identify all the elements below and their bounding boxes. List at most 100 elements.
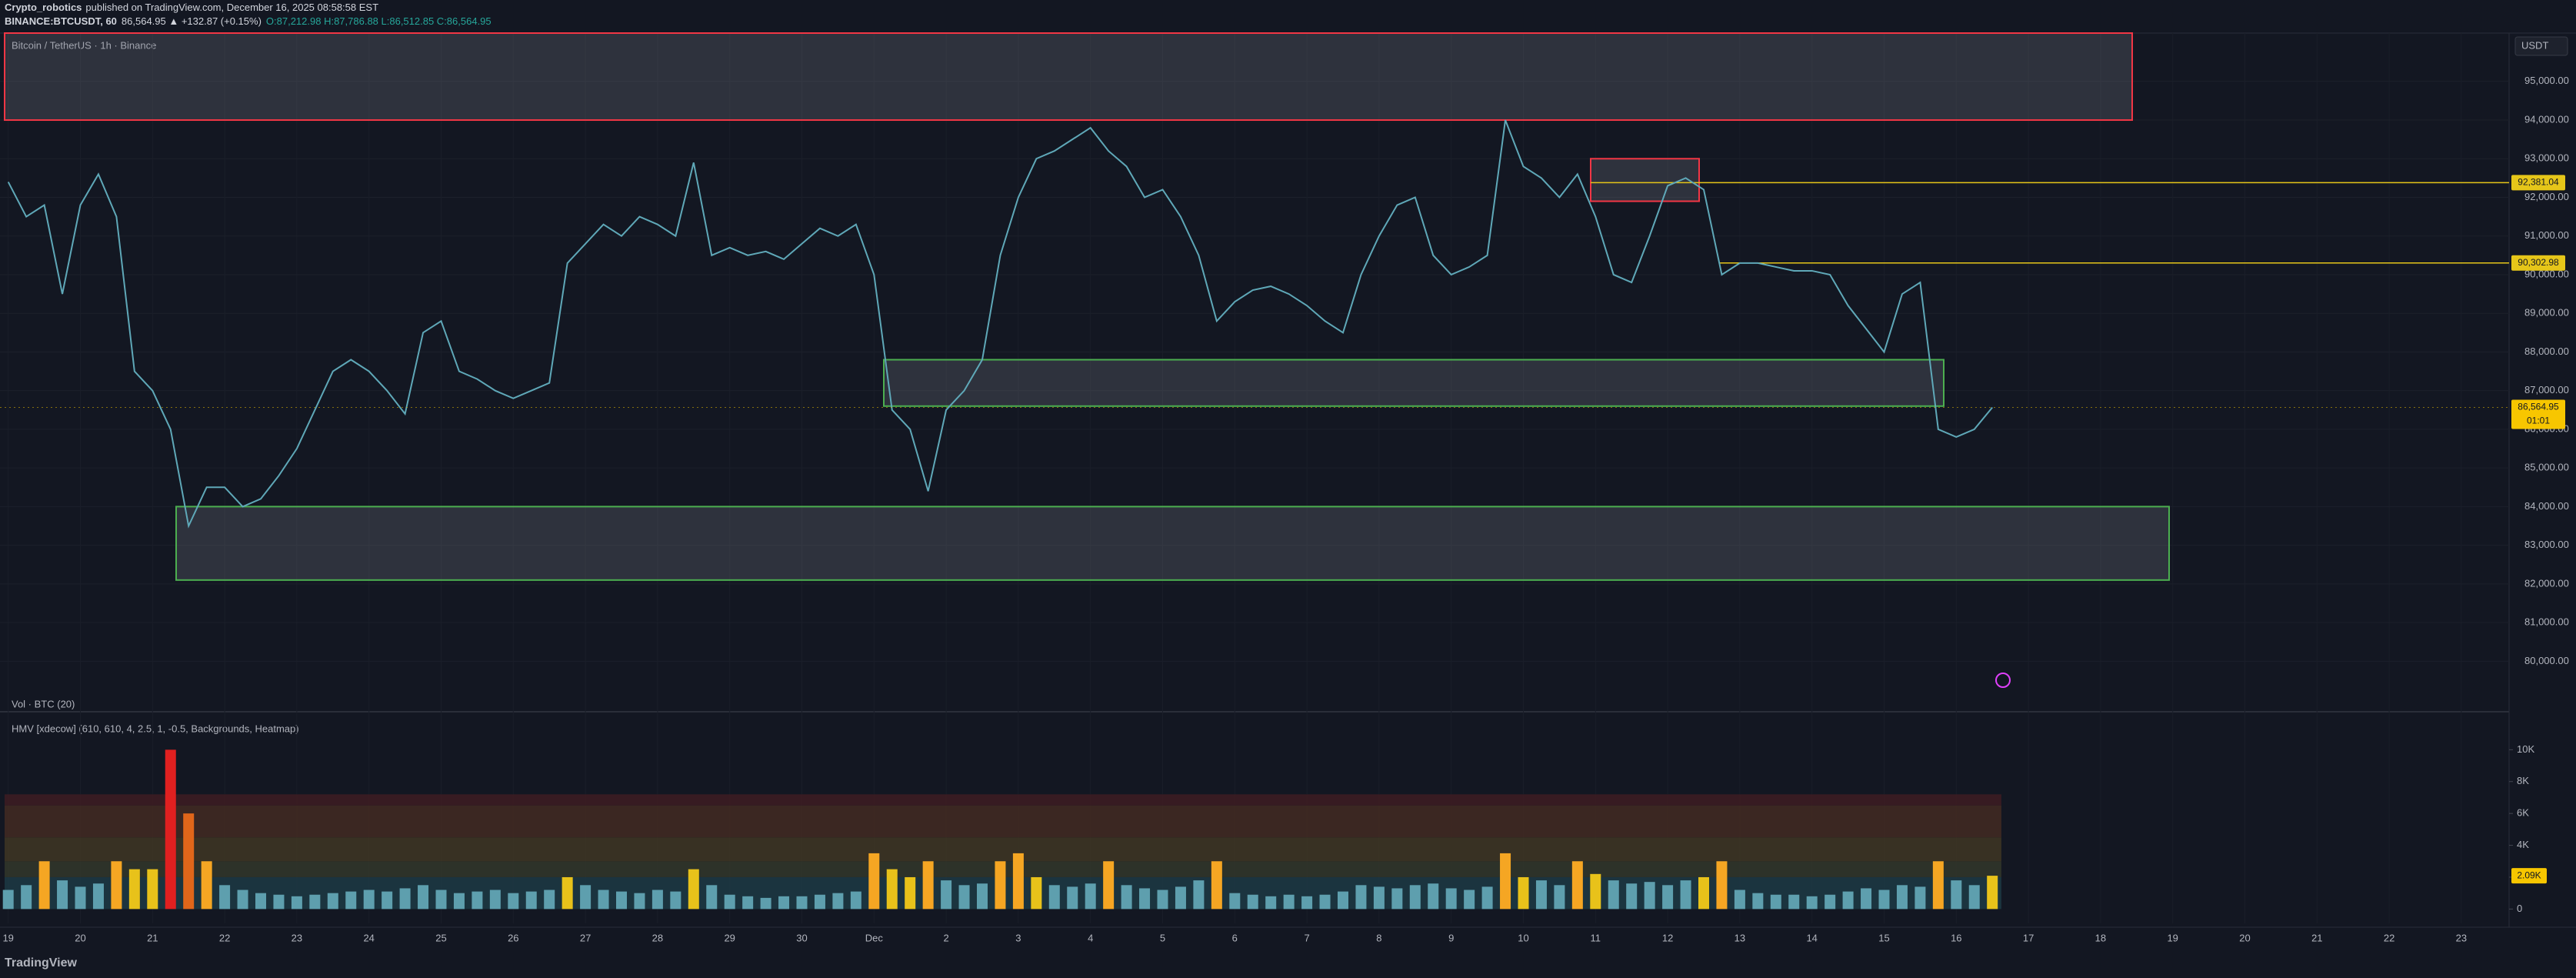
change: 86,564.95 ▲ +132.87 (+0.15%) [122, 15, 262, 27]
volume-bar [1012, 853, 1024, 910]
y-tick-label: 90,000.00 [2524, 268, 2569, 279]
volume-bar [508, 893, 519, 910]
volume-bar [1806, 896, 1818, 910]
countdown: 01:01 [2527, 416, 2550, 426]
volume-bar [544, 890, 555, 910]
currency-button[interactable] [2514, 36, 2568, 56]
header-line-2: BINANCE:BTCUSDT, 60 86,564.95 ▲ +132.87 (… [5, 15, 492, 27]
pane-title: Bitcoin / TetherUS · 1h · Binance [12, 39, 156, 51]
x-tick-label: 29 [724, 932, 735, 943]
volume-bar [165, 749, 176, 910]
x-tick-label: 30 [796, 932, 807, 943]
y-tick-label: 10K [2517, 743, 2534, 755]
volume-bar [472, 891, 483, 910]
y-tick-label: 89,000.00 [2524, 307, 2569, 319]
heatmap-band [5, 805, 2001, 838]
volume-bar [958, 885, 970, 910]
x-tick-label: 2 [943, 932, 948, 943]
y-tick-label: 4K [2517, 839, 2529, 850]
x-tick-label: 11 [1591, 932, 1601, 943]
y-tick-label: 0 [2517, 903, 2522, 914]
volume-bar [1518, 876, 1529, 910]
x-tick-label: 22 [219, 932, 230, 943]
publisher: Crypto_robotics [5, 2, 82, 13]
heatmap-band [5, 837, 2001, 862]
volume-bar [1031, 876, 1042, 910]
volume-bar [1662, 885, 1674, 910]
x-tick-label: 18 [2095, 932, 2106, 943]
volume-bar [1247, 894, 1258, 910]
volume-bar [57, 880, 68, 910]
volume-bar [363, 890, 375, 910]
volume-bar [1698, 876, 1709, 910]
heatmap-band [5, 794, 2001, 806]
y-tick-label: 85,000.00 [2524, 462, 2569, 473]
x-tick-label: 21 [2311, 932, 2322, 943]
ohlc: O:87,212.98 H:87,786.88 L:86,512.85 C:86… [266, 15, 492, 27]
symbol: BINANCE:BTCUSDT, 60 [5, 15, 117, 27]
x-tick-label: 13 [1735, 932, 1745, 943]
volume-bar [651, 890, 663, 910]
y-tick-label: 94,000.00 [2524, 113, 2569, 125]
level-tag [2511, 255, 2565, 271]
x-tick-label: 8 [1376, 932, 1381, 943]
volume-bar [1445, 888, 1457, 910]
level-label: 92,381.04 [2518, 177, 2559, 188]
y-tick-label: 92,000.00 [2524, 191, 2569, 202]
y-tick-label: 83,000.00 [2524, 539, 2569, 550]
volume-bar [291, 896, 302, 910]
volume-bar [1481, 886, 1493, 910]
volume-bar [147, 869, 158, 910]
volume-bar [1500, 853, 1511, 910]
volume-bar [1428, 883, 1439, 910]
x-tick-label: 5 [1160, 932, 1165, 943]
y-tick-label: 80,000.00 [2524, 655, 2569, 666]
y-tick-label: 91,000.00 [2524, 229, 2569, 241]
volume-bar [941, 880, 952, 910]
volume-bar [1338, 891, 1348, 910]
x-tick-label: 9 [1448, 932, 1454, 943]
last-price-tag [2511, 399, 2565, 429]
volume-label: 2.09K [2517, 870, 2541, 880]
volume-bar [1608, 880, 1619, 910]
volume-bar [1048, 885, 1060, 910]
x-tick-label: 23 [292, 932, 302, 943]
volume-bar [832, 893, 844, 910]
y-tick-label: 84,000.00 [2524, 500, 2569, 512]
x-tick-label: 17 [2023, 932, 2034, 943]
x-tick-label: 28 [652, 932, 663, 943]
volume-bar [255, 893, 266, 910]
x-tick-label: 3 [1015, 932, 1021, 943]
volume-bar [183, 813, 195, 910]
volume-bar [1644, 882, 1655, 910]
volume-bar [418, 885, 429, 910]
y-tick-label: 88,000.00 [2524, 345, 2569, 357]
volume-bar [886, 869, 898, 910]
volume-bar [796, 896, 808, 910]
volume-bar [525, 891, 537, 910]
volume-bar [2, 890, 14, 910]
volume-bar [742, 896, 754, 910]
volume-bar [1825, 894, 1836, 910]
volume-bar [453, 893, 465, 910]
y-tick-label: 81,000.00 [2524, 616, 2569, 628]
y-tick-label: 93,000.00 [2524, 152, 2569, 164]
volume-bar [1680, 880, 1691, 910]
volume-bar [1211, 861, 1222, 910]
volume-bar [905, 876, 916, 910]
x-tick-label: Dec [865, 932, 884, 943]
volume-bar [1157, 890, 1168, 910]
published: published on TradingView.com, December 1… [85, 2, 378, 13]
volume-bar [1987, 876, 1998, 910]
x-tick-label: 23 [2456, 932, 2467, 943]
volume-bar [273, 894, 285, 910]
y-tick-label: 87,000.00 [2524, 384, 2569, 396]
volume-bar [1951, 880, 1962, 910]
volume-bar [670, 891, 681, 910]
level-tag [2511, 175, 2565, 191]
volume-bar [1842, 891, 1854, 910]
alert-icon[interactable] [1995, 673, 2011, 688]
volume-bar [1085, 883, 1096, 910]
volume-bar [1878, 890, 1890, 910]
